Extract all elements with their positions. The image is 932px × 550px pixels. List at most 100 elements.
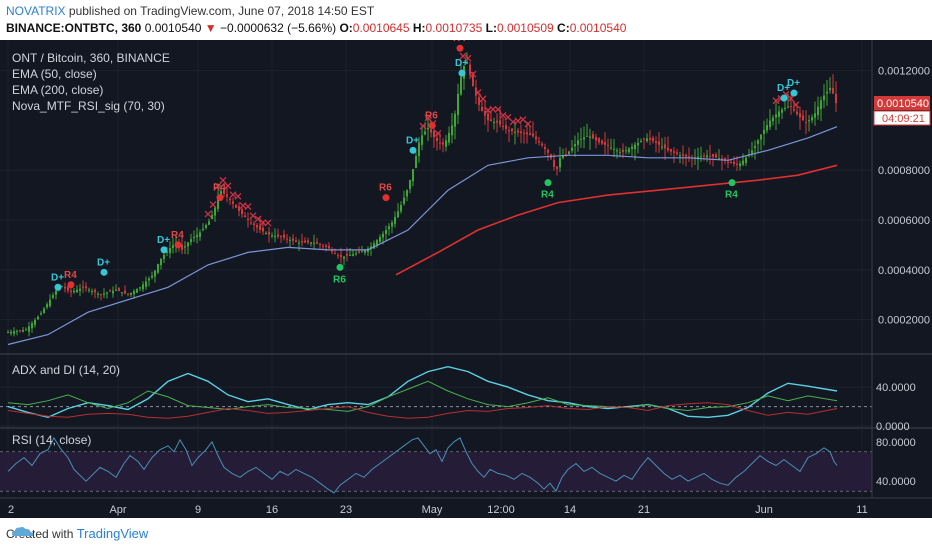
- candle-body: [328, 245, 330, 249]
- author-link[interactable]: NOVATRIX: [6, 4, 66, 18]
- candle-body: [292, 238, 294, 241]
- candle-body: [67, 286, 69, 291]
- signal-dot: [100, 268, 108, 276]
- legend-adx[interactable]: ADX and DI (14, 20): [12, 363, 120, 377]
- candle-body: [769, 120, 771, 128]
- candle-body: [829, 88, 831, 91]
- candle-body: [472, 72, 474, 87]
- candle-body: [814, 113, 816, 118]
- candle-body: [637, 142, 639, 146]
- candle-body: [583, 137, 585, 140]
- signal-dot: [160, 246, 168, 254]
- price-candles: [7, 52, 837, 337]
- publish-header: NOVATRIX published on TradingView.com, J…: [6, 4, 374, 18]
- legend-rsi[interactable]: RSI (14, close): [12, 433, 91, 447]
- candle-body: [676, 152, 678, 155]
- candle-body: [235, 204, 237, 208]
- tradingview-link[interactable]: TradingView: [76, 526, 149, 541]
- candle-body: [775, 114, 777, 118]
- candle-body: [673, 151, 675, 153]
- candle-body: [433, 130, 435, 138]
- candle-body: [451, 125, 453, 136]
- candle-body: [415, 156, 417, 168]
- price-tick-label: 0.0002000: [878, 315, 930, 327]
- candle-body: [763, 129, 765, 134]
- candle-body: [364, 249, 366, 253]
- legend-pair: ONT / Bitcoin, 360, BINANCE: [12, 51, 170, 65]
- x-mark: [214, 182, 222, 190]
- candle-body: [712, 153, 714, 157]
- x-mark: [474, 89, 482, 96]
- candle-body: [370, 246, 372, 249]
- candle-body: [721, 158, 723, 160]
- candle-body: [604, 141, 606, 145]
- x-mark: [224, 182, 232, 190]
- candle-body: [253, 223, 255, 226]
- legend-nova[interactable]: Nova_MTF_RSI_sig (70, 30): [12, 99, 165, 113]
- candle-body: [184, 246, 186, 248]
- x-mark: [514, 117, 522, 125]
- candle-body: [448, 132, 450, 143]
- x-mark: [524, 120, 532, 128]
- candle-body: [499, 120, 501, 125]
- signal-dot: [54, 283, 62, 291]
- candle-body: [211, 215, 213, 219]
- footer: Created with TradingView: [6, 526, 148, 541]
- candle-body: [223, 189, 225, 194]
- close-label: C:: [557, 21, 570, 35]
- candle-body: [337, 255, 339, 257]
- low-label: L:: [485, 21, 497, 35]
- candle-body: [523, 132, 525, 134]
- legend-ema200[interactable]: EMA (200, close): [12, 83, 103, 97]
- candle-body: [535, 136, 537, 140]
- candle-body: [313, 242, 315, 244]
- signal-label: D+: [97, 257, 110, 268]
- candle-body: [265, 232, 267, 234]
- legend-ema50[interactable]: EMA (50, close): [12, 67, 97, 81]
- time-tick-label: 9: [195, 504, 201, 516]
- candle-body: [643, 138, 645, 140]
- candle-body: [481, 106, 483, 112]
- candle-body: [283, 234, 285, 238]
- signal-label: R4: [64, 270, 77, 281]
- signal-dot: [458, 69, 466, 77]
- signal-label: D+: [787, 78, 800, 89]
- countdown-text: 04:09:21: [882, 113, 925, 125]
- candle-body: [160, 258, 162, 266]
- candle-body: [400, 205, 402, 212]
- candle-body: [88, 289, 90, 291]
- candle-body: [70, 290, 72, 292]
- candle-body: [445, 140, 447, 147]
- candle-body: [49, 299, 51, 307]
- candle-body: [280, 236, 282, 238]
- candle-body: [601, 140, 603, 144]
- candle-body: [394, 216, 396, 224]
- candle-body: [349, 254, 351, 256]
- candle-body: [493, 121, 495, 124]
- candle-body: [220, 191, 222, 196]
- candle-body: [202, 228, 204, 231]
- change-arrow: ▼: [204, 21, 217, 35]
- candle-body: [121, 292, 123, 294]
- signal-label: R4: [171, 230, 184, 241]
- price-tick-label: 0.0012000: [878, 66, 930, 78]
- signal-label: R6: [425, 110, 438, 121]
- candle-body: [361, 251, 363, 253]
- candle-body: [139, 287, 141, 289]
- adx-series-line: [7, 380, 838, 412]
- x-mark: [459, 52, 467, 60]
- candle-body: [214, 207, 216, 216]
- candle-body: [826, 91, 828, 94]
- candle-body: [706, 155, 708, 158]
- candle-body: [502, 126, 504, 128]
- x-mark: [204, 210, 212, 218]
- candle-body: [574, 144, 576, 147]
- signal-dot: [790, 89, 798, 97]
- candle-body: [709, 155, 711, 157]
- x-mark: [249, 212, 257, 220]
- candle-body: [526, 132, 528, 135]
- candle-body: [28, 326, 30, 332]
